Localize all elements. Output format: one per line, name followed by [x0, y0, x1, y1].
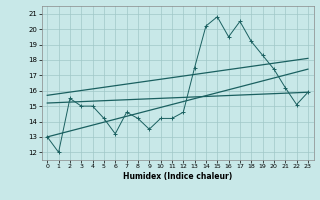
X-axis label: Humidex (Indice chaleur): Humidex (Indice chaleur) [123, 172, 232, 181]
